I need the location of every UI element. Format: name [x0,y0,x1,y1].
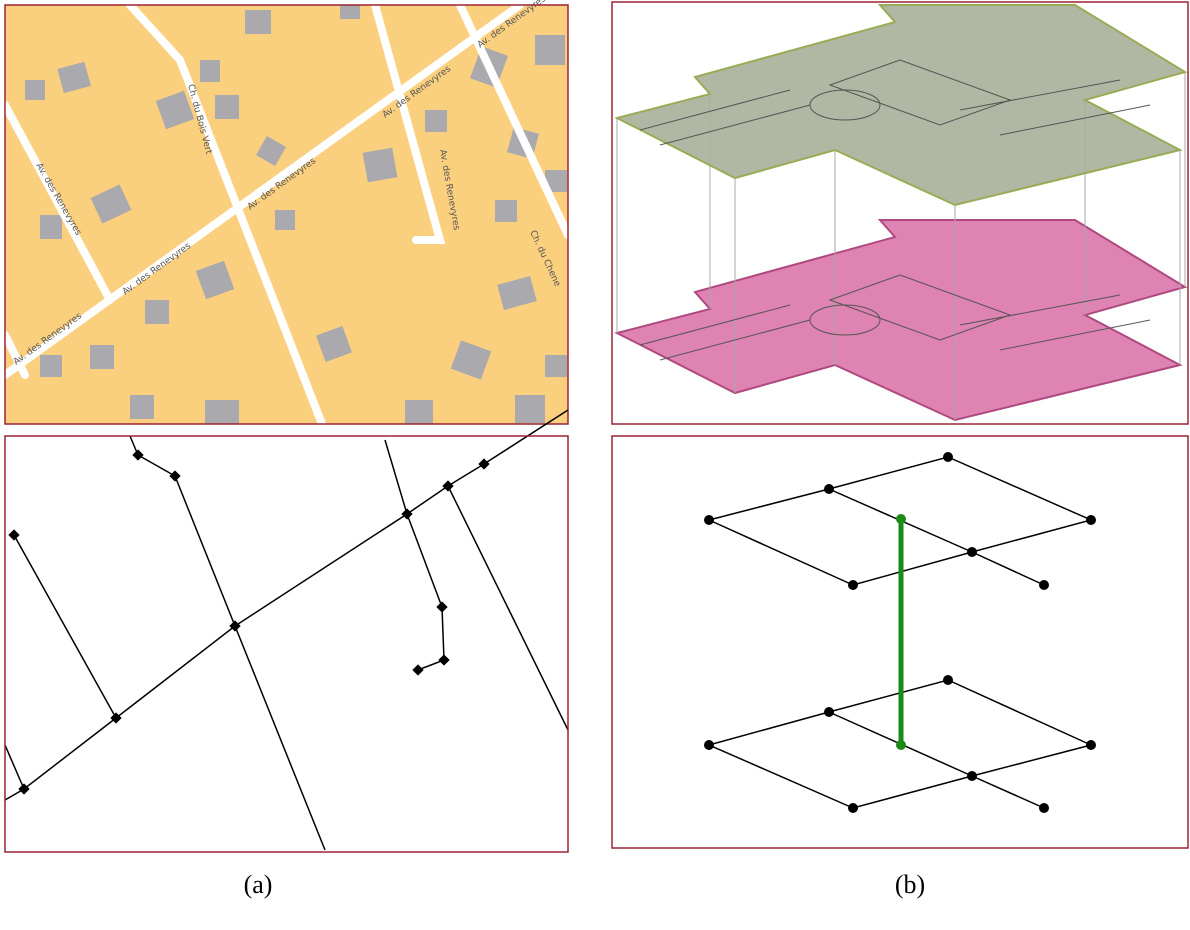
panel-frame [4,435,569,853]
network-nodes [8,449,490,795]
floor-plans [614,4,1188,422]
panel-label: (b) [895,870,925,899]
panel-frame [611,435,1189,849]
road-network [4,409,569,851]
graph-nodes [704,452,1096,813]
panel-frame [611,1,1189,425]
map: Ch. du Bois Vert Av. des Renevyres Av. d… [1,0,572,428]
panel-label: (a) [244,870,273,899]
